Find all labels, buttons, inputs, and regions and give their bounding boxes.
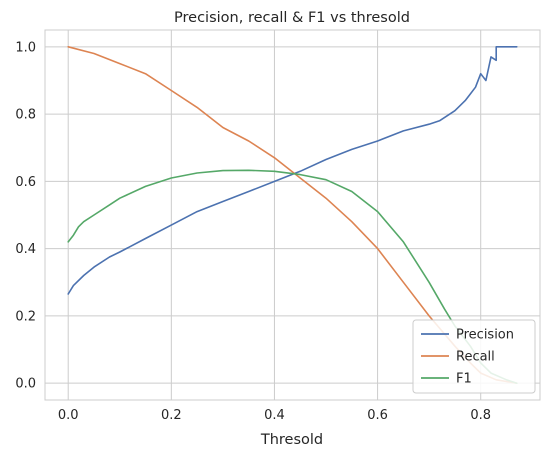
- legend-label-recall: Recall: [456, 350, 495, 365]
- plot-frame: [44, 29, 541, 401]
- y-tick-label: 0.6: [15, 175, 36, 190]
- legend-label-f1: F1: [456, 372, 472, 387]
- x-tick-label: 0.2: [161, 408, 182, 423]
- legend: Precision Recall F1: [412, 319, 536, 394]
- y-tick-label: 0.8: [15, 108, 36, 123]
- y-tick-label: 0.2: [15, 309, 36, 324]
- x-tick-label: 0.8: [470, 408, 491, 423]
- chart-title: Precision, recall & F1 vs thresold: [174, 10, 410, 26]
- x-tick-label: 0.4: [264, 408, 285, 423]
- tick-layer: 0.0 0.2 0.4 0.6 0.8 0.0 0.2 0.4 0.6 0.8 1.0: [15, 40, 491, 423]
- x-tick-label: 0.0: [58, 408, 79, 423]
- y-tick-label: 0.0: [15, 377, 36, 392]
- series-line-precision: [67, 46, 518, 295]
- y-tick-label: 1.0: [15, 40, 36, 55]
- legend-box: [412, 319, 536, 394]
- grid-layer: [45, 30, 540, 400]
- x-axis-label: Thresold: [260, 432, 323, 448]
- x-tick-label: 0.6: [367, 408, 388, 423]
- y-tick-label: 0.4: [15, 242, 36, 257]
- legend-label-precision: Precision: [456, 328, 514, 343]
